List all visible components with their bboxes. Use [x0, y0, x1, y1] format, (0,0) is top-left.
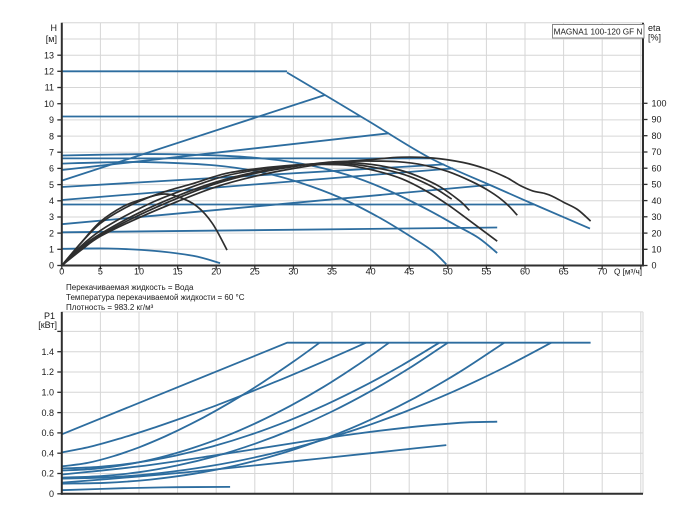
svg-text:10: 10: [44, 99, 54, 109]
svg-text:eta: eta: [648, 23, 661, 33]
svg-text:20: 20: [211, 267, 221, 277]
svg-text:40: 40: [652, 196, 662, 206]
svg-text:1.4: 1.4: [41, 347, 54, 357]
svg-text:70: 70: [597, 267, 607, 277]
svg-text:0.2: 0.2: [41, 469, 54, 479]
svg-text:10: 10: [652, 245, 662, 255]
svg-text:0.6: 0.6: [41, 428, 54, 438]
svg-text:6: 6: [49, 164, 54, 174]
svg-text:Плотность = 983.2 кг/м³: Плотность = 983.2 кг/м³: [66, 303, 154, 312]
svg-text:5: 5: [98, 267, 103, 277]
svg-text:Перекачиваемая жидкость = Вода: Перекачиваемая жидкость = Вода: [66, 283, 194, 292]
svg-text:30: 30: [288, 267, 298, 277]
svg-text:13: 13: [44, 50, 54, 60]
svg-text:[%]: [%]: [648, 33, 661, 43]
svg-text:15: 15: [173, 267, 183, 277]
svg-text:[м]: [м]: [46, 34, 57, 44]
svg-text:25: 25: [250, 267, 260, 277]
svg-text:0: 0: [49, 489, 54, 499]
svg-text:P1: P1: [44, 311, 55, 321]
svg-text:1.0: 1.0: [41, 388, 54, 398]
svg-text:65: 65: [559, 267, 569, 277]
svg-text:Температура перекачиваемой жид: Температура перекачиваемой жидкости = 60…: [66, 293, 245, 302]
svg-text:0.4: 0.4: [41, 448, 54, 458]
svg-text:9: 9: [49, 115, 54, 125]
svg-text:2: 2: [49, 228, 54, 238]
svg-text:60: 60: [520, 267, 530, 277]
svg-text:60: 60: [652, 163, 662, 173]
svg-text:8: 8: [49, 131, 54, 141]
svg-text:0: 0: [49, 261, 54, 271]
svg-text:100: 100: [652, 99, 667, 109]
svg-text:H: H: [51, 23, 58, 33]
svg-text:50: 50: [443, 267, 453, 277]
svg-text:35: 35: [327, 267, 337, 277]
svg-text:30: 30: [652, 212, 662, 222]
svg-text:90: 90: [652, 115, 662, 125]
svg-text:10: 10: [134, 267, 144, 277]
svg-text:20: 20: [652, 228, 662, 238]
svg-text:0.8: 0.8: [41, 408, 54, 418]
svg-text:0: 0: [59, 267, 64, 277]
svg-text:0: 0: [652, 261, 657, 271]
svg-text:40: 40: [366, 267, 376, 277]
svg-text:[кВт]: [кВт]: [38, 320, 57, 330]
svg-text:70: 70: [652, 147, 662, 157]
svg-text:Q [м³/ч]: Q [м³/ч]: [614, 268, 642, 277]
svg-text:7: 7: [49, 147, 54, 157]
svg-text:3: 3: [49, 212, 54, 222]
svg-text:11: 11: [45, 83, 54, 93]
svg-text:1.2: 1.2: [41, 367, 54, 377]
svg-text:55: 55: [481, 267, 491, 277]
svg-text:MAGNA1 100-120 GF N: MAGNA1 100-120 GF N: [554, 28, 643, 37]
svg-text:50: 50: [652, 180, 662, 190]
svg-text:5: 5: [49, 180, 54, 190]
svg-text:1: 1: [49, 245, 54, 255]
svg-text:45: 45: [404, 267, 414, 277]
svg-text:12: 12: [44, 67, 54, 77]
svg-text:4: 4: [49, 196, 54, 206]
svg-text:80: 80: [652, 131, 662, 141]
